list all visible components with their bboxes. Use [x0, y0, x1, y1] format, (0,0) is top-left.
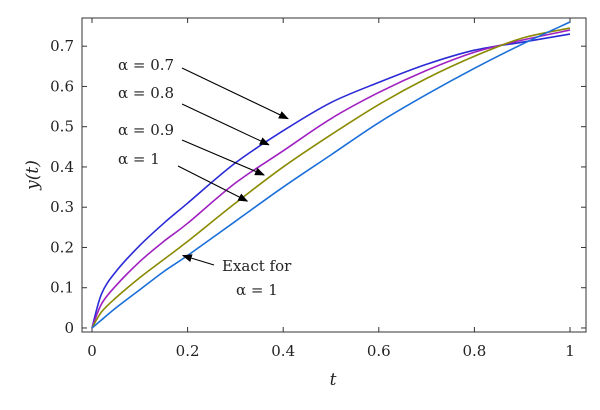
- annotation-arrow: [181, 139, 265, 176]
- series-lines: [91, 21, 571, 329]
- annotation-label: α = 0.9: [118, 121, 174, 139]
- y-axis-ticks: 0 0.1 0.2 0.3 0.4 0.5 0.6 0.7: [50, 37, 586, 337]
- annotation-label: α = 1: [236, 281, 278, 299]
- x-tick-label: 0.8: [462, 342, 486, 360]
- x-axis-label: t: [330, 370, 337, 390]
- series-line: [91, 29, 571, 329]
- y-tick-label: 0: [64, 319, 74, 337]
- x-tick-label: 1: [565, 342, 575, 360]
- annotation-label: α = 1: [118, 150, 160, 168]
- annotation-arrow: [181, 103, 270, 146]
- y-tick-label: 0.4: [50, 158, 74, 176]
- x-tick-label: 0.2: [176, 342, 200, 360]
- x-axis-ticks: 0 0.2 0.4 0.6 0.8 1: [87, 18, 575, 360]
- annotation-arrow: [181, 67, 289, 120]
- annotation-label: α = 0.7: [118, 56, 174, 74]
- y-tick-label: 0.3: [50, 198, 74, 216]
- x-tick-label: 0.6: [367, 342, 391, 360]
- y-tick-label: 0.7: [50, 37, 74, 55]
- annotation-label: Exact for: [222, 257, 292, 275]
- y-axis-label: y(t): [23, 160, 43, 191]
- series-line: [91, 33, 571, 329]
- y-tick-label: 0.1: [50, 279, 74, 297]
- series-line: [91, 21, 571, 329]
- annotation-arrow: [181, 254, 215, 266]
- annotation-arrow: [177, 165, 249, 202]
- series-line: [91, 27, 571, 329]
- y-tick-label: 0.2: [50, 238, 74, 256]
- y-tick-label: 0.5: [50, 118, 74, 136]
- annotation-label: α = 0.8: [118, 84, 174, 102]
- annotations: α = 0.7 α = 0.8 α = 0.9 α = 1 Exact for α = 1: [118, 56, 292, 299]
- plot-frame: [81, 17, 587, 333]
- x-tick-label: 0: [87, 342, 97, 360]
- y-tick-label: 0.6: [50, 77, 74, 95]
- x-tick-label: 0.4: [271, 342, 295, 360]
